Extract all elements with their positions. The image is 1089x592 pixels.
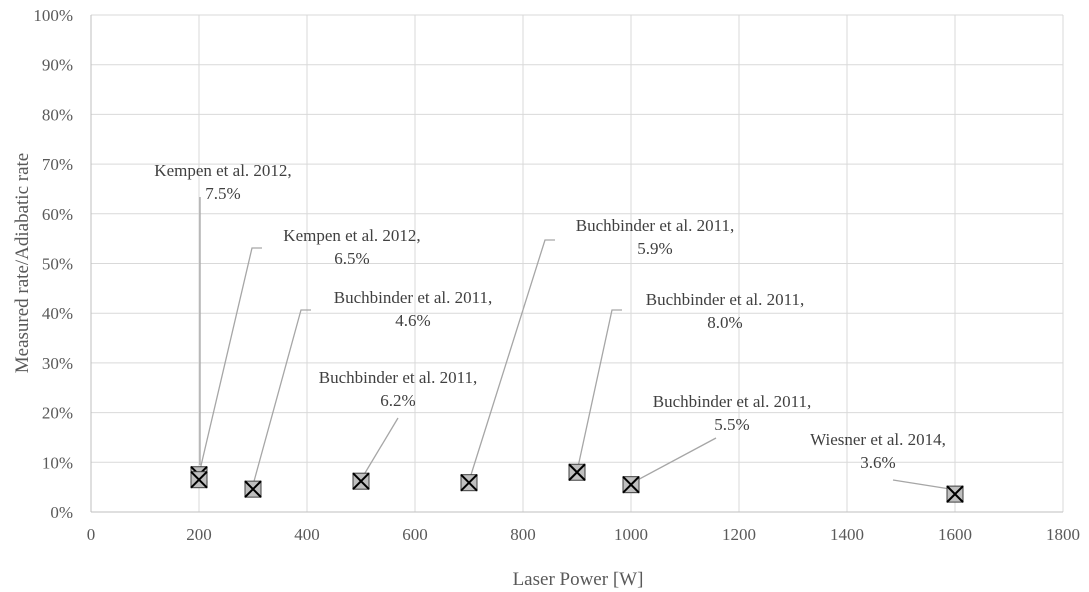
data-label: 4.6%: [395, 311, 430, 330]
y-tick-label: 10%: [42, 453, 73, 472]
x-tick-label: 1600: [938, 525, 972, 544]
x-tick-label: 200: [186, 525, 212, 544]
marker-cross: [352, 472, 370, 490]
marker-cross: [244, 480, 262, 498]
annotation-leader: [892, 479, 951, 490]
data-label: 3.6%: [860, 453, 895, 472]
x-tick-label: 800: [510, 525, 536, 544]
annotation-leader: [361, 417, 399, 479]
data-point: [622, 475, 640, 494]
y-tick-label: 20%: [42, 404, 73, 423]
data-point: [460, 473, 478, 492]
data-label: 8.0%: [707, 313, 742, 332]
marker-cross: [190, 470, 208, 489]
gridlines: [91, 14, 1064, 512]
annotation-leader: [199, 247, 262, 471]
data-label: 6.2%: [380, 391, 415, 410]
x-tick-label: 1000: [614, 525, 648, 544]
axes: [90, 15, 1063, 513]
marker-cross: [622, 475, 640, 494]
data-point: [190, 470, 208, 489]
y-tick-label: 50%: [42, 255, 73, 274]
data-label: 5.9%: [637, 239, 672, 258]
annotation-source: Buchbinder et al. 2011,: [646, 290, 804, 309]
x-tick-label: 400: [294, 525, 320, 544]
data-label: 7.5%: [205, 184, 240, 203]
annotation-leader: [631, 437, 717, 484]
annotation-leaders: [199, 197, 951, 490]
annotation-leader: [469, 239, 555, 479]
annotation-source: Buchbinder et al. 2011,: [319, 368, 477, 387]
data-label: 5.5%: [714, 415, 749, 434]
data-point: [352, 472, 370, 490]
x-tick-label: 1800: [1046, 525, 1080, 544]
y-tick-label: 80%: [42, 105, 73, 124]
y-tick-label: 60%: [42, 205, 73, 224]
data-label: 6.5%: [334, 249, 369, 268]
annotation-leader: [577, 309, 622, 468]
annotation-leader: [252, 309, 311, 486]
data-point: [568, 463, 586, 481]
annotation-source: Wiesner et al. 2014,: [810, 430, 946, 449]
annotation-source: Kempen et al. 2012,: [154, 161, 291, 180]
marker-cross: [460, 473, 478, 492]
y-tick-label: 100%: [33, 6, 73, 25]
tick-labels: 0% 10% 20% 30% 40% 50% 60% 70% 80% 90% 100% 0 200 400…: [33, 6, 1080, 544]
marker-cross: [946, 485, 964, 503]
data-point: [244, 480, 262, 498]
y-tick-label: 30%: [42, 354, 73, 373]
y-tick-label: 0%: [50, 503, 73, 522]
data-point: [946, 485, 964, 503]
annotation-source: Buchbinder et al. 2011,: [576, 216, 734, 235]
annotation-source: Kempen et al. 2012,: [283, 226, 420, 245]
y-tick-label: 40%: [42, 304, 73, 323]
annotations: Kempen et al. 2012, 7.5% Kempen et al. 201…: [154, 161, 946, 472]
y-tick-label: 70%: [42, 155, 73, 174]
data-points: [190, 463, 964, 503]
annotation-source: Buchbinder et al. 2011,: [334, 288, 492, 307]
annotation-source: Buchbinder et al. 2011,: [653, 392, 811, 411]
x-tick-label: 600: [402, 525, 428, 544]
y-axis-title: Measured rate/Adiabatic rate: [12, 153, 33, 374]
marker-cross: [568, 463, 586, 481]
x-tick-label: 0: [87, 525, 96, 544]
x-tick-label: 1200: [722, 525, 756, 544]
x-axis-title: Laser Power [W]: [513, 569, 644, 590]
y-tick-label: 90%: [42, 56, 73, 75]
x-tick-label: 1400: [830, 525, 864, 544]
